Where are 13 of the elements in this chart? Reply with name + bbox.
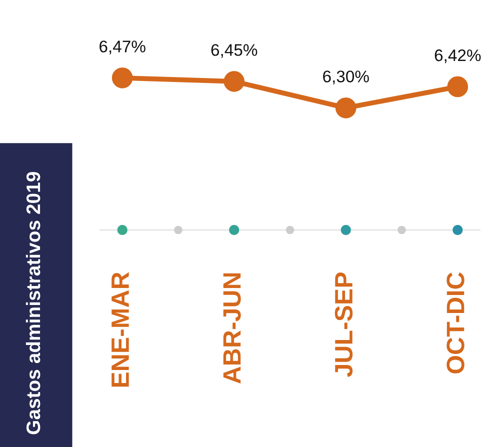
x-tick-label: JUL-SEP: [334, 272, 353, 377]
point: [335, 97, 356, 118]
x-tick-label: ENE-MAR: [112, 272, 129, 387]
data-label: 6,30%: [323, 70, 369, 84]
point: [112, 67, 133, 88]
data-label: 6,47%: [100, 40, 146, 54]
x-tick-label: ABR-JUN: [223, 273, 241, 384]
point: [224, 71, 245, 92]
data-label: 6,45%: [211, 44, 258, 58]
data-label: 6,42%: [434, 49, 481, 64]
text: Gastos administrativos 2019: [26, 172, 40, 434]
x-tick-label: OCT-DIC: [446, 272, 464, 374]
point: [447, 76, 468, 98]
